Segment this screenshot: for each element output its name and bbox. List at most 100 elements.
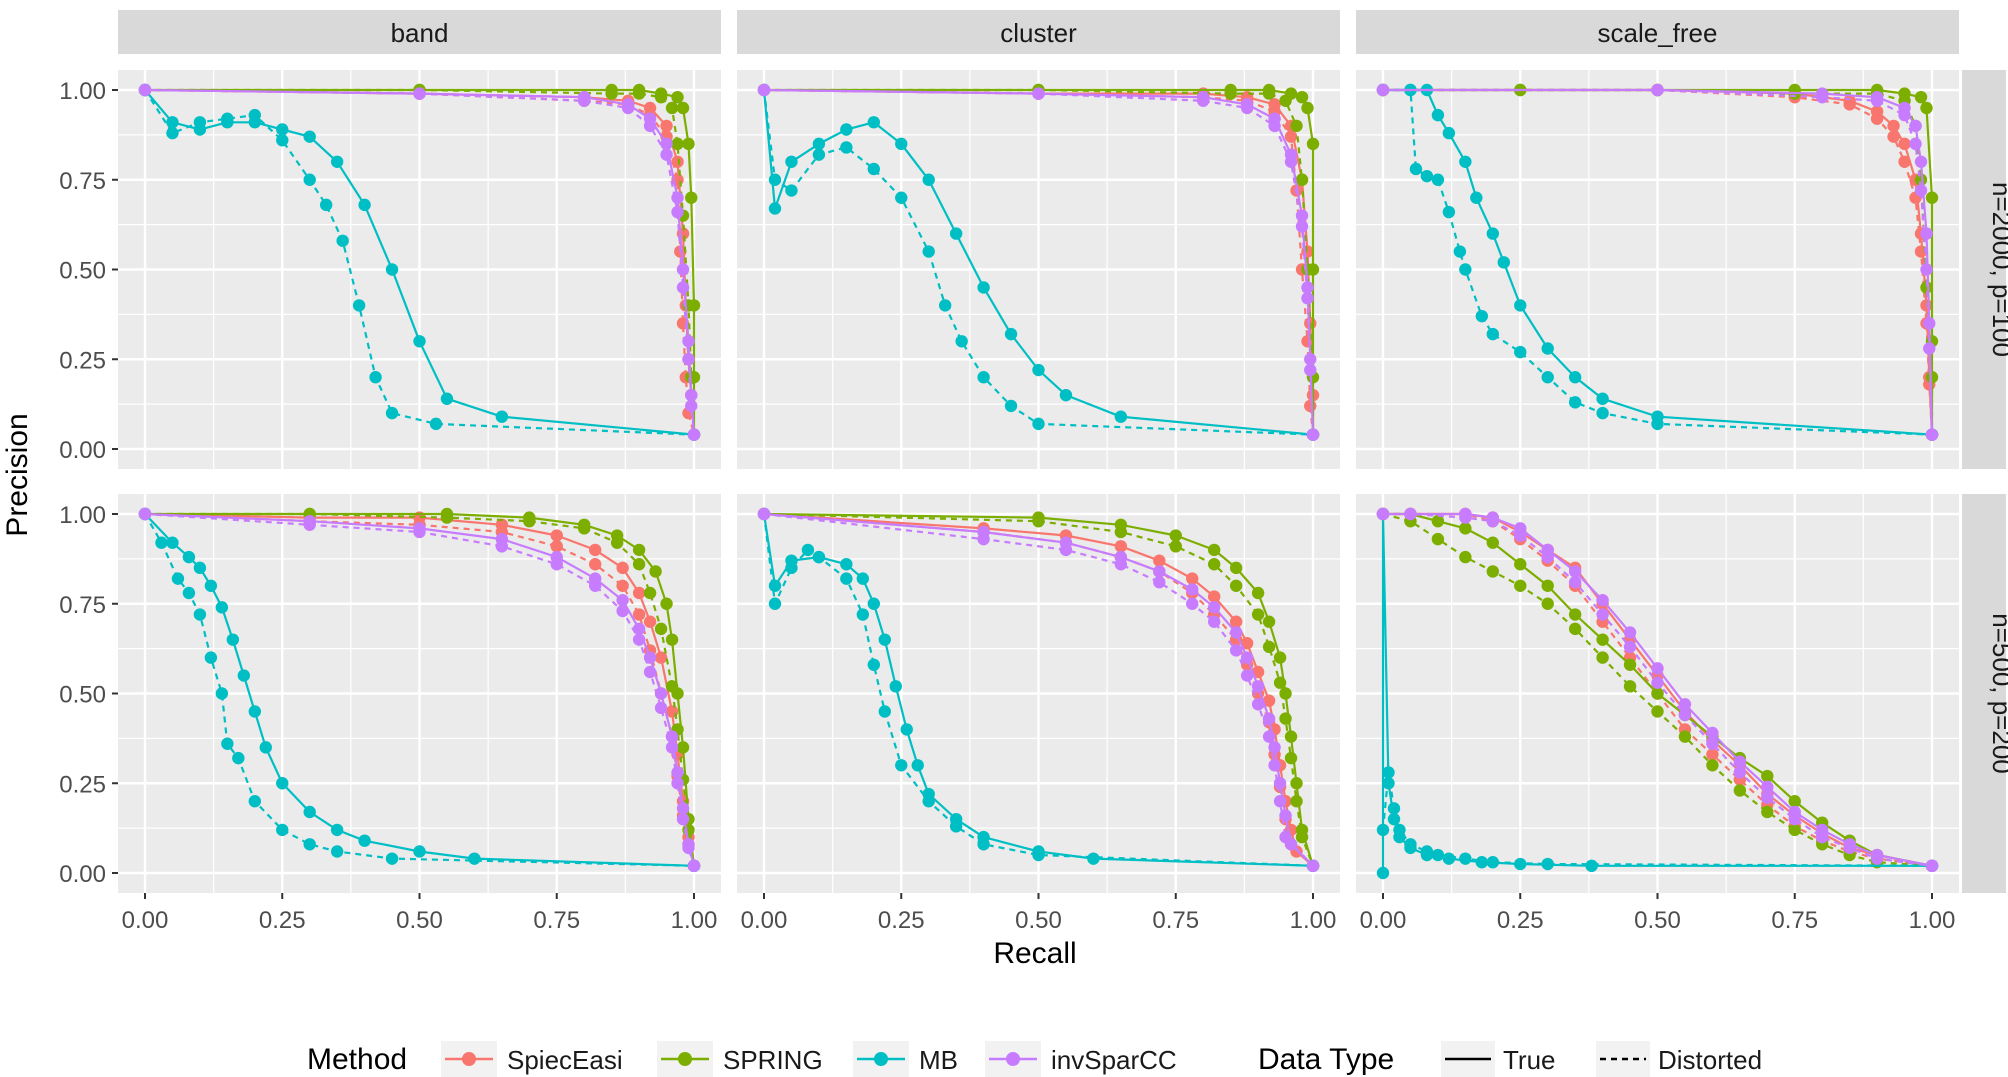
data-point — [138, 83, 152, 97]
data-point — [1486, 565, 1500, 578]
data-point — [1197, 94, 1210, 107]
data-point — [1923, 317, 1936, 330]
data-point — [171, 572, 185, 585]
data-point — [671, 90, 684, 104]
data-point — [1870, 852, 1884, 865]
data-point — [1898, 137, 1911, 151]
data-point — [1153, 576, 1166, 589]
data-point — [358, 198, 371, 212]
legend-method-label: SpiecEasi — [507, 1045, 623, 1075]
series-line-spring-true — [145, 512, 696, 866]
data-point — [1706, 748, 1719, 761]
data-point — [1651, 417, 1664, 431]
data-point — [632, 608, 646, 621]
data-point — [1087, 852, 1100, 865]
data-point — [1541, 371, 1554, 384]
data-point — [1301, 292, 1314, 305]
data-point — [1733, 755, 1747, 768]
data-point — [654, 622, 668, 636]
column-strip — [1356, 10, 1959, 54]
data-point — [676, 101, 690, 115]
data-point — [949, 820, 963, 833]
data-point — [1304, 399, 1317, 413]
legend-key-point — [1006, 1052, 1020, 1066]
data-point — [768, 579, 782, 592]
data-point — [1459, 550, 1472, 564]
data-point — [1004, 327, 1018, 341]
data-point — [1596, 651, 1609, 664]
x-tick-label: 0.75 — [533, 907, 580, 934]
data-point — [1442, 205, 1456, 219]
series-group — [757, 507, 1320, 873]
data-point — [654, 687, 668, 700]
data-point — [1290, 795, 1303, 808]
data-point — [1279, 830, 1292, 844]
data-point — [1262, 640, 1276, 654]
data-point — [1376, 507, 1390, 521]
legend-key-point — [678, 1052, 692, 1066]
data-point — [1207, 601, 1221, 614]
data-point — [682, 335, 695, 348]
data-point — [1870, 94, 1884, 107]
row-strip — [1962, 70, 2006, 469]
x-tick-label: 1.00 — [1909, 907, 1956, 934]
data-point — [385, 406, 399, 420]
data-point — [303, 130, 316, 143]
data-point — [215, 687, 229, 700]
data-point — [977, 281, 990, 294]
data-point — [1114, 540, 1128, 553]
data-point — [193, 561, 207, 575]
data-point — [1207, 558, 1221, 571]
data-point — [1459, 511, 1472, 524]
data-point — [1514, 529, 1527, 542]
data-point — [977, 371, 990, 384]
data-point — [1843, 98, 1856, 111]
data-point — [352, 299, 366, 312]
panel — [1356, 494, 1959, 893]
data-point — [1898, 155, 1911, 168]
data-point — [768, 202, 782, 215]
data-point — [330, 823, 344, 837]
data-point — [955, 335, 968, 348]
legend-method-label: SPRING — [723, 1045, 823, 1075]
data-point — [1623, 626, 1637, 639]
data-point — [166, 116, 179, 129]
data-point — [1914, 90, 1928, 104]
x-tick-label: 0.25 — [1497, 907, 1544, 934]
series-group — [1376, 507, 1939, 880]
x-axis-label: Recall — [993, 937, 1076, 970]
data-point — [922, 795, 935, 808]
data-point — [682, 137, 695, 151]
data-point — [1268, 119, 1281, 133]
data-point — [1459, 522, 1472, 535]
data-point — [1651, 705, 1664, 718]
data-point — [1207, 590, 1221, 603]
data-point — [1295, 173, 1309, 186]
data-point — [385, 852, 399, 865]
data-point — [1541, 342, 1554, 355]
data-point — [1788, 795, 1801, 808]
data-point — [1404, 838, 1417, 851]
data-point — [812, 137, 826, 151]
data-point — [1459, 852, 1472, 865]
data-point — [1409, 162, 1423, 176]
data-point — [632, 558, 646, 571]
y-tick-label: 0.00 — [59, 861, 106, 888]
data-point — [1568, 565, 1582, 578]
data-point — [895, 759, 908, 772]
data-point — [1295, 209, 1309, 222]
data-point — [1596, 406, 1609, 420]
data-point — [221, 737, 234, 750]
data-point — [1284, 751, 1298, 765]
data-point — [155, 536, 168, 549]
data-point — [977, 532, 990, 546]
data-point — [1114, 558, 1128, 571]
data-point — [248, 108, 261, 122]
data-point — [643, 119, 657, 133]
data-point — [1153, 554, 1166, 567]
series-group — [1376, 83, 1939, 441]
data-point — [1706, 759, 1719, 772]
data-point — [1623, 680, 1637, 693]
data-point — [1306, 137, 1320, 151]
data-point — [1541, 857, 1554, 871]
